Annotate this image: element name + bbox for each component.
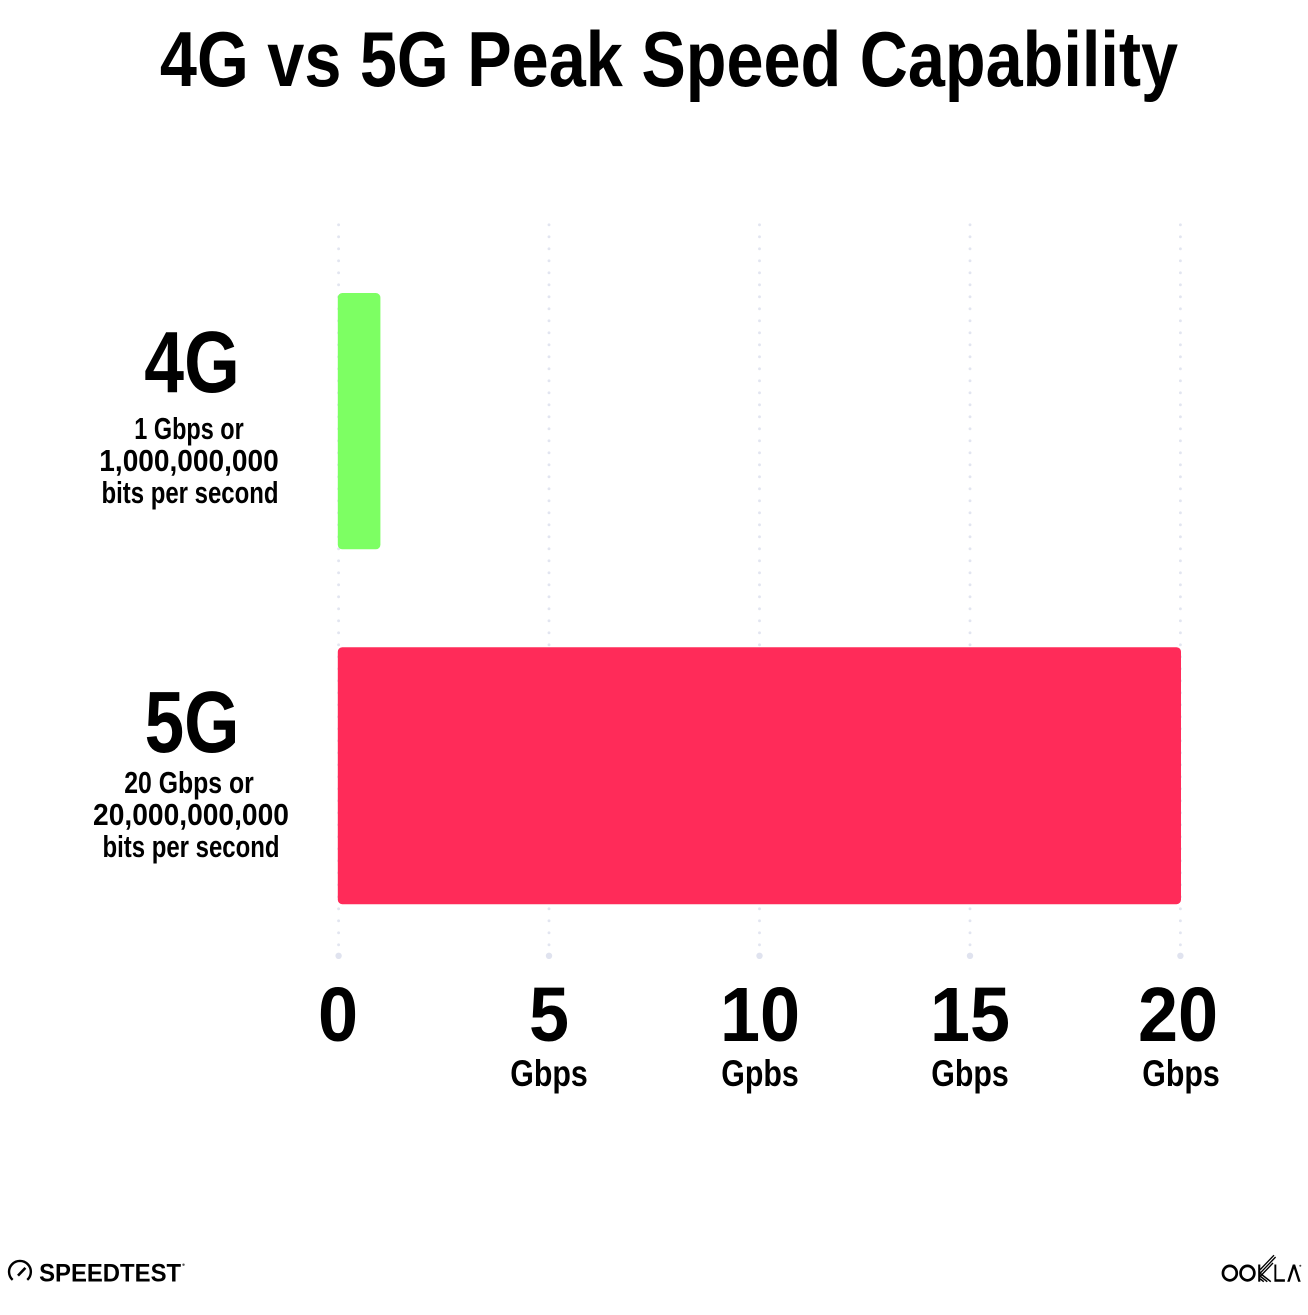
svg-text:SPEEDTEST: SPEEDTEST: [39, 1260, 181, 1287]
